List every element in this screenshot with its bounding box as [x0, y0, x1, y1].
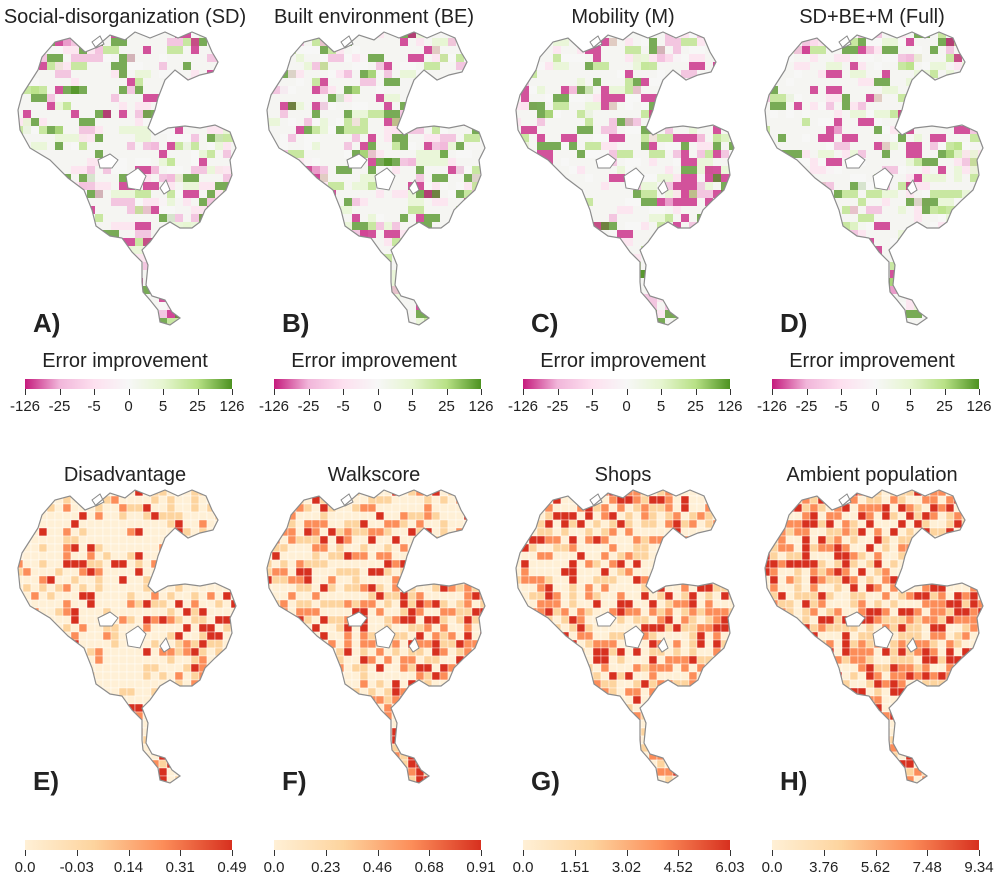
panel-letter: F): [282, 766, 307, 797]
colorbar-tick-mark: [326, 850, 327, 856]
colorbar-tick-mark: [232, 389, 233, 395]
colorbar-tick-mark: [627, 389, 628, 395]
choropleth-map: [498, 0, 748, 335]
colorbar: [772, 840, 979, 850]
choropleth-map: [249, 0, 499, 335]
colorbar-tick-mark: [198, 389, 199, 395]
panel-a: Social-disorganization (SD)A)Error impro…: [0, 0, 250, 440]
choropleth-map: [498, 458, 748, 793]
colorbar-tick-mark: [876, 389, 877, 395]
panel-letter: C): [531, 308, 558, 339]
panel-letter: H): [780, 766, 807, 797]
panel-letter: A): [33, 308, 60, 339]
colorbar-tick-mark: [25, 850, 26, 856]
panel-letter: B): [282, 308, 309, 339]
colorbar-tick-mark: [274, 850, 275, 856]
colorbar-tick-mark: [927, 850, 928, 856]
choropleth-map: [249, 458, 499, 793]
colorbar-tick-mark: [876, 850, 877, 856]
colorbar-tick-mark: [481, 850, 482, 856]
panel-d: SD+BE+M (Full)D)Error improvement-126-25…: [747, 0, 997, 440]
colorbar-tick-mark: [309, 389, 310, 395]
panel-letter: E): [33, 766, 59, 797]
colorbar: [274, 379, 481, 389]
colorbar-tick-mark: [429, 850, 430, 856]
colorbar-tick-mark: [730, 389, 731, 395]
colorbar-tick-mark: [627, 850, 628, 856]
colorbar: [25, 379, 232, 389]
colorbar-tick-mark: [979, 850, 980, 856]
colorbar-tick-mark: [378, 389, 379, 395]
colorbar-tick-mark: [910, 389, 911, 395]
colorbar-tick-mark: [807, 389, 808, 395]
colorbar-tick-mark: [481, 389, 482, 395]
panel-b: Built environment (BE)B)Error improvemen…: [249, 0, 499, 440]
colorbar-tick-mark: [772, 389, 773, 395]
colorbar-title: Error improvement: [0, 350, 250, 373]
colorbar-tick-mark: [661, 389, 662, 395]
colorbar-tick-mark: [77, 850, 78, 856]
colorbar-tick-mark: [772, 850, 773, 856]
panel-letter: D): [780, 308, 807, 339]
colorbar-title: Error improvement: [249, 350, 499, 373]
colorbar-tick-mark: [180, 850, 181, 856]
panel-c: Mobility (M)C)Error improvement-126-25-5…: [498, 0, 748, 440]
choropleth-map: [0, 0, 250, 335]
colorbar-tick-mark: [232, 850, 233, 856]
colorbar-tick-mark: [824, 850, 825, 856]
colorbar-tick-mark: [129, 850, 130, 856]
colorbar: [523, 379, 730, 389]
choropleth-map: [0, 458, 250, 793]
colorbar-tick-mark: [378, 850, 379, 856]
colorbar-tick-mark: [945, 389, 946, 395]
colorbar-tick-mark: [523, 389, 524, 395]
choropleth-map: [747, 458, 997, 793]
colorbar-tick-mark: [94, 389, 95, 395]
colorbar-tick-mark: [25, 389, 26, 395]
colorbar-tick-label: 9.34: [949, 859, 1001, 876]
colorbar-title: Error improvement: [747, 350, 997, 373]
colorbar-tick-mark: [274, 389, 275, 395]
colorbar-tick-mark: [163, 389, 164, 395]
colorbar: [772, 379, 979, 389]
colorbar-tick-mark: [412, 389, 413, 395]
colorbar-tick-mark: [678, 850, 679, 856]
colorbar-tick-mark: [343, 389, 344, 395]
colorbar-tick-mark: [696, 389, 697, 395]
colorbar-title: Error improvement: [498, 350, 748, 373]
colorbar-tick-mark: [730, 850, 731, 856]
colorbar-tick-mark: [523, 850, 524, 856]
colorbar-tick-mark: [979, 389, 980, 395]
colorbar-tick-label: 126: [949, 398, 1001, 415]
colorbar-tick-mark: [129, 389, 130, 395]
colorbar: [274, 840, 481, 850]
colorbar-tick-mark: [447, 389, 448, 395]
choropleth-map: [747, 0, 997, 335]
colorbar: [25, 840, 232, 850]
colorbar-tick-mark: [60, 389, 61, 395]
panel-letter: G): [531, 766, 560, 797]
colorbar-tick-mark: [558, 389, 559, 395]
colorbar-tick-mark: [841, 389, 842, 395]
colorbar-tick-mark: [592, 389, 593, 395]
colorbar: [523, 840, 730, 850]
colorbar-tick-mark: [575, 850, 576, 856]
